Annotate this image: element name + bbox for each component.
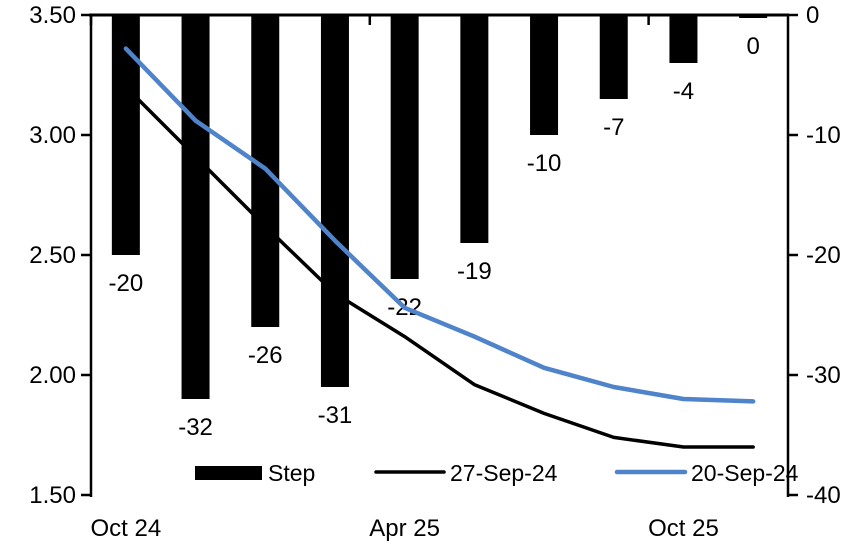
x-axis-category-label: Oct 25: [648, 515, 719, 542]
step-bar: [460, 15, 489, 243]
right-axis-tick-label: -40: [806, 482, 841, 509]
bar-value-label: -7: [603, 114, 624, 141]
right-axis-tick-label: -10: [806, 122, 841, 149]
step-bar: [111, 15, 140, 255]
step-bar: [390, 15, 419, 279]
step-bar: [599, 15, 628, 99]
right-axis-tick-label: -30: [806, 362, 841, 389]
x-axis-category-label: Oct 24: [90, 515, 161, 542]
left-axis-tick-label: 1.50: [29, 482, 76, 509]
left-axis-tick-label: 2.00: [29, 362, 76, 389]
x-axis-category-label: Apr 25: [369, 515, 440, 542]
bar-value-label: -19: [457, 258, 492, 285]
legend-label: 27-Sep-24: [450, 460, 558, 486]
bar-value-label: -32: [178, 414, 213, 441]
step-bar: [669, 15, 698, 63]
bar-value-label: -20: [109, 270, 144, 297]
bar-value-label: 0: [746, 33, 759, 60]
line-20-sep-24: [123, 46, 756, 404]
step-bar: [320, 15, 349, 387]
legend-label: 20-Sep-24: [691, 460, 799, 486]
legend-label: Step: [268, 460, 315, 486]
step-bar: [181, 15, 210, 399]
left-axis-tick-label: 3.50: [29, 2, 76, 29]
line-27-sep-24: [124, 85, 755, 449]
left-axis-tick-label: 2.50: [29, 242, 76, 269]
bar-value-label: -31: [318, 402, 353, 429]
legend-bar-swatch: [195, 466, 262, 480]
right-axis-tick-label: -20: [806, 242, 841, 269]
bar-value-label: -10: [527, 150, 562, 177]
bar-value-label: -26: [248, 342, 283, 369]
bar-value-label: -4: [673, 78, 694, 105]
left-axis-tick-label: 3.00: [29, 122, 76, 149]
step-bar: [530, 15, 559, 135]
right-axis-tick-label: 0: [806, 2, 819, 29]
